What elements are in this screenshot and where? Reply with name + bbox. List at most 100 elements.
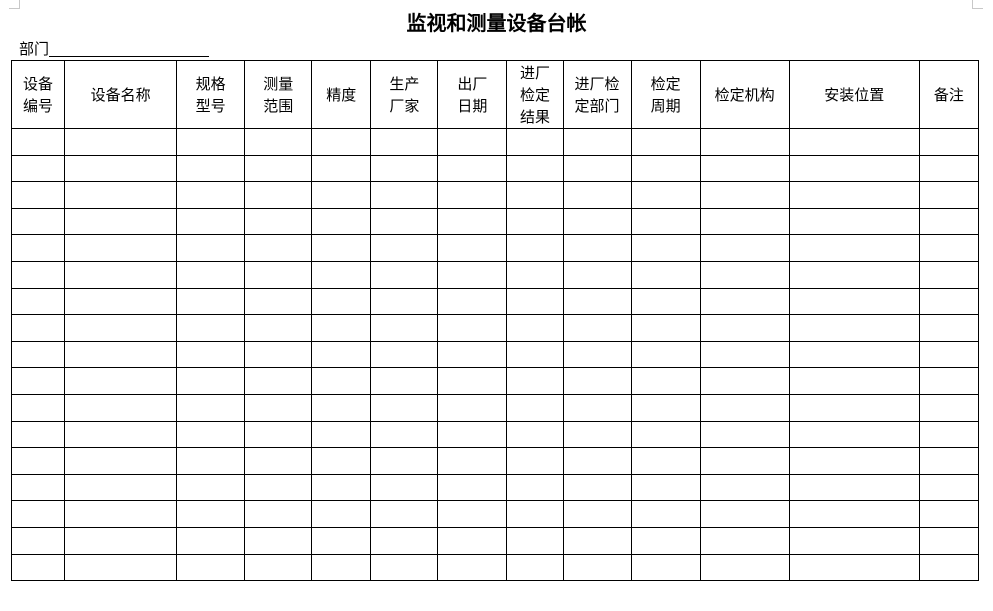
table-cell[interactable] bbox=[506, 393, 564, 422]
table-cell[interactable] bbox=[506, 287, 564, 316]
table-cell[interactable] bbox=[506, 340, 564, 369]
table-cell[interactable] bbox=[10, 154, 66, 183]
table-cell[interactable] bbox=[370, 260, 439, 289]
table-cell[interactable] bbox=[437, 420, 508, 449]
table-cell[interactable] bbox=[370, 287, 439, 316]
table-cell[interactable] bbox=[244, 128, 313, 156]
table-cell[interactable] bbox=[311, 260, 372, 289]
table-cell[interactable] bbox=[10, 367, 66, 395]
table-cell[interactable] bbox=[699, 367, 790, 395]
table-cell[interactable] bbox=[311, 128, 372, 156]
table-cell[interactable] bbox=[437, 340, 508, 369]
table-cell[interactable] bbox=[64, 420, 178, 449]
table-cell[interactable] bbox=[244, 526, 313, 555]
table-cell[interactable] bbox=[562, 526, 632, 555]
table-cell[interactable] bbox=[630, 473, 701, 502]
table-cell[interactable] bbox=[788, 473, 920, 502]
table-cell[interactable] bbox=[506, 367, 564, 395]
table-cell[interactable] bbox=[244, 260, 313, 289]
table-cell[interactable] bbox=[506, 500, 564, 528]
table-cell[interactable] bbox=[788, 526, 920, 555]
table-cell[interactable] bbox=[506, 154, 564, 183]
table-cell[interactable] bbox=[918, 181, 980, 209]
table-cell[interactable] bbox=[437, 367, 508, 395]
table-cell[interactable] bbox=[10, 234, 66, 262]
table-cell[interactable] bbox=[10, 526, 66, 555]
table-cell[interactable] bbox=[699, 234, 790, 262]
table-cell[interactable] bbox=[437, 393, 508, 422]
table-cell[interactable] bbox=[311, 287, 372, 316]
table-cell[interactable] bbox=[176, 447, 246, 475]
table-cell[interactable] bbox=[10, 393, 66, 422]
table-cell[interactable] bbox=[244, 207, 313, 236]
table-cell[interactable] bbox=[244, 314, 313, 342]
table-cell[interactable] bbox=[630, 181, 701, 209]
table-cell[interactable] bbox=[630, 420, 701, 449]
table-cell[interactable] bbox=[370, 553, 439, 582]
table-cell[interactable] bbox=[64, 181, 178, 209]
table-cell[interactable] bbox=[176, 314, 246, 342]
table-cell[interactable] bbox=[562, 314, 632, 342]
table-cell[interactable] bbox=[437, 473, 508, 502]
table-cell[interactable] bbox=[437, 260, 508, 289]
table-cell[interactable] bbox=[176, 287, 246, 316]
table-cell[interactable] bbox=[562, 553, 632, 582]
table-cell[interactable] bbox=[64, 340, 178, 369]
table-cell[interactable] bbox=[370, 234, 439, 262]
table-cell[interactable] bbox=[788, 367, 920, 395]
table-cell[interactable] bbox=[630, 393, 701, 422]
table-cell[interactable] bbox=[244, 340, 313, 369]
table-cell[interactable] bbox=[506, 181, 564, 209]
table-cell[interactable] bbox=[176, 340, 246, 369]
table-cell[interactable] bbox=[562, 500, 632, 528]
table-cell[interactable] bbox=[630, 314, 701, 342]
table-cell[interactable] bbox=[699, 128, 790, 156]
table-cell[interactable] bbox=[311, 340, 372, 369]
table-cell[interactable] bbox=[176, 393, 246, 422]
table-cell[interactable] bbox=[788, 420, 920, 449]
table-cell[interactable] bbox=[370, 128, 439, 156]
table-cell[interactable] bbox=[311, 420, 372, 449]
table-cell[interactable] bbox=[699, 207, 790, 236]
table-cell[interactable] bbox=[244, 553, 313, 582]
table-cell[interactable] bbox=[176, 500, 246, 528]
table-cell[interactable] bbox=[630, 447, 701, 475]
table-cell[interactable] bbox=[506, 314, 564, 342]
table-cell[interactable] bbox=[630, 500, 701, 528]
table-cell[interactable] bbox=[699, 393, 790, 422]
table-cell[interactable] bbox=[788, 340, 920, 369]
table-cell[interactable] bbox=[437, 287, 508, 316]
table-cell[interactable] bbox=[311, 154, 372, 183]
table-cell[interactable] bbox=[630, 207, 701, 236]
table-cell[interactable] bbox=[788, 447, 920, 475]
table-cell[interactable] bbox=[562, 287, 632, 316]
table-cell[interactable] bbox=[699, 447, 790, 475]
table-cell[interactable] bbox=[64, 154, 178, 183]
table-cell[interactable] bbox=[788, 128, 920, 156]
table-cell[interactable] bbox=[370, 340, 439, 369]
table-cell[interactable] bbox=[370, 420, 439, 449]
table-cell[interactable] bbox=[562, 393, 632, 422]
table-cell[interactable] bbox=[437, 128, 508, 156]
table-cell[interactable] bbox=[918, 526, 980, 555]
table-cell[interactable] bbox=[506, 526, 564, 555]
table-cell[interactable] bbox=[788, 393, 920, 422]
table-cell[interactable] bbox=[370, 393, 439, 422]
table-cell[interactable] bbox=[370, 473, 439, 502]
table-cell[interactable] bbox=[311, 181, 372, 209]
table-cell[interactable] bbox=[10, 473, 66, 502]
table-cell[interactable] bbox=[788, 287, 920, 316]
table-cell[interactable] bbox=[64, 207, 178, 236]
table-cell[interactable] bbox=[918, 287, 980, 316]
table-cell[interactable] bbox=[699, 154, 790, 183]
table-cell[interactable] bbox=[437, 447, 508, 475]
table-cell[interactable] bbox=[630, 526, 701, 555]
table-cell[interactable] bbox=[64, 287, 178, 316]
table-cell[interactable] bbox=[244, 473, 313, 502]
table-cell[interactable] bbox=[311, 314, 372, 342]
table-cell[interactable] bbox=[630, 234, 701, 262]
table-cell[interactable] bbox=[64, 128, 178, 156]
table-cell[interactable] bbox=[437, 526, 508, 555]
table-cell[interactable] bbox=[788, 234, 920, 262]
table-cell[interactable] bbox=[506, 207, 564, 236]
